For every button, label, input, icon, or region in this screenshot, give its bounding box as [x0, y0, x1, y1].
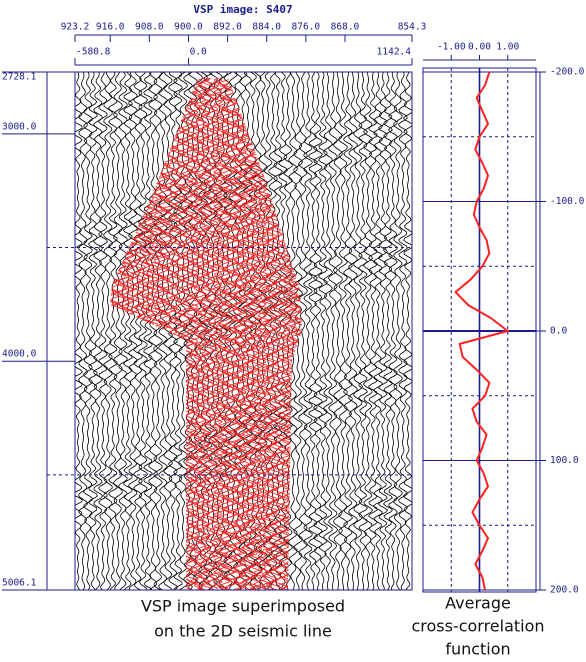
x-tick-label: -1.00	[437, 42, 466, 53]
seismic-trace	[283, 72, 293, 590]
seismic-trace	[142, 72, 154, 590]
vsp-trace	[253, 78, 267, 590]
seismic-trace	[103, 72, 113, 590]
seismic-trace	[338, 72, 348, 590]
vsp-trace	[185, 78, 199, 590]
x-tick-label: 916.0	[96, 22, 125, 33]
vsp-trace	[245, 78, 259, 590]
y-tick-label: 100.0	[550, 455, 579, 466]
x-tick-label: 892.0	[213, 22, 242, 33]
seismic-trace	[137, 72, 149, 590]
seismic-frame	[74, 71, 413, 591]
seismic-trace	[83, 72, 93, 590]
seismic-trace	[272, 72, 284, 590]
seismic-trace	[75, 72, 83, 590]
vsp-trace	[241, 78, 255, 590]
x2-tick-label: 0.0	[190, 47, 207, 58]
seismic-trace	[148, 72, 158, 590]
x-tick-label: 1.00	[496, 42, 519, 53]
x-tick-label: 854.3	[398, 22, 427, 33]
seismic-trace	[107, 72, 118, 590]
seismic-trace	[132, 72, 143, 590]
x-tick-label: 868.0	[331, 22, 360, 33]
seismic-trace	[277, 72, 289, 590]
vsp-trace	[197, 78, 211, 590]
seismic-trace	[358, 72, 368, 590]
seismic-trace	[398, 72, 408, 590]
seismic-trace	[333, 72, 343, 590]
seismic-trace	[298, 72, 308, 590]
seismic-trace	[377, 72, 388, 590]
caption: cross-correlation	[411, 617, 544, 636]
seismic-trace	[128, 72, 139, 590]
vsp-trace	[209, 78, 223, 590]
y-tick-label: 5006.1	[2, 578, 37, 589]
seismic-trace	[343, 72, 353, 590]
seismic-trace	[348, 72, 358, 590]
seismic-trace	[307, 72, 318, 590]
seismic-trace	[158, 72, 168, 590]
seismic-trace	[92, 72, 104, 590]
y-tick-label: -200.0	[550, 67, 585, 78]
seismic-trace	[183, 72, 193, 590]
x-tick-label: 0.00	[468, 42, 491, 53]
seismic-trace	[328, 72, 338, 590]
seismic-trace	[268, 72, 278, 590]
seismic-trace	[153, 72, 163, 590]
seismic-trace	[363, 72, 374, 590]
seismic-trace	[87, 72, 98, 590]
seismic-trace	[113, 72, 123, 590]
seismic-trace	[247, 72, 259, 590]
seismic-trace	[368, 72, 378, 590]
y-tick-label: 200.0	[550, 585, 579, 596]
x2-tick-label: 1142.4	[377, 47, 412, 58]
caption: VSP image superimposed	[141, 597, 345, 616]
seismic-trace	[173, 72, 183, 590]
seismic-trace	[163, 72, 173, 590]
seismic-trace	[253, 72, 263, 590]
seismic-trace	[353, 72, 363, 590]
vsp-trace	[193, 78, 207, 590]
x-tick-label: 876.0	[292, 22, 321, 33]
vsp-trace	[237, 78, 251, 590]
seismic-trace	[98, 72, 109, 590]
seismic-trace	[302, 72, 313, 590]
seismic-trace	[387, 72, 399, 590]
seismic-trace	[323, 72, 333, 590]
vsp-trace	[233, 78, 247, 590]
caption: on the 2D seismic line	[154, 622, 332, 641]
chart-title: VSP image: S407	[193, 3, 292, 16]
vsp-trace	[201, 78, 215, 590]
vsp-trace	[225, 78, 239, 590]
seismic-trace	[312, 72, 323, 590]
y-tick-label: 2728.1	[2, 72, 37, 83]
seismic-trace	[122, 72, 133, 590]
seismic-trace	[118, 72, 128, 590]
vsp-trace	[217, 78, 231, 590]
seismic-trace	[178, 72, 188, 590]
x-tick-label: 884.0	[252, 22, 281, 33]
vsp-trace	[213, 78, 227, 590]
vsp-trace	[205, 78, 219, 590]
x-tick-label: 908.0	[135, 22, 164, 33]
seismic-trace	[258, 72, 268, 590]
y-tick-label: 0.0	[550, 326, 567, 337]
seismic-trace	[393, 72, 403, 590]
seismic-trace	[78, 72, 88, 590]
seismic-trace	[382, 72, 393, 590]
y-tick-label: 3000.0	[2, 121, 37, 132]
seismic-trace	[208, 72, 218, 590]
x2-tick-label: -580.8	[76, 47, 111, 58]
caption: Average	[445, 594, 511, 613]
x-tick-label: 923.2	[61, 22, 90, 33]
x-tick-label: 900.0	[174, 22, 203, 33]
seismic-trace	[372, 72, 384, 590]
caption: function	[445, 640, 510, 659]
y-tick-label: 4000.0	[2, 349, 37, 360]
y-tick-label: -100.0	[550, 196, 585, 207]
correlation-curve	[454, 71, 509, 591]
seismic-image	[75, 72, 412, 590]
